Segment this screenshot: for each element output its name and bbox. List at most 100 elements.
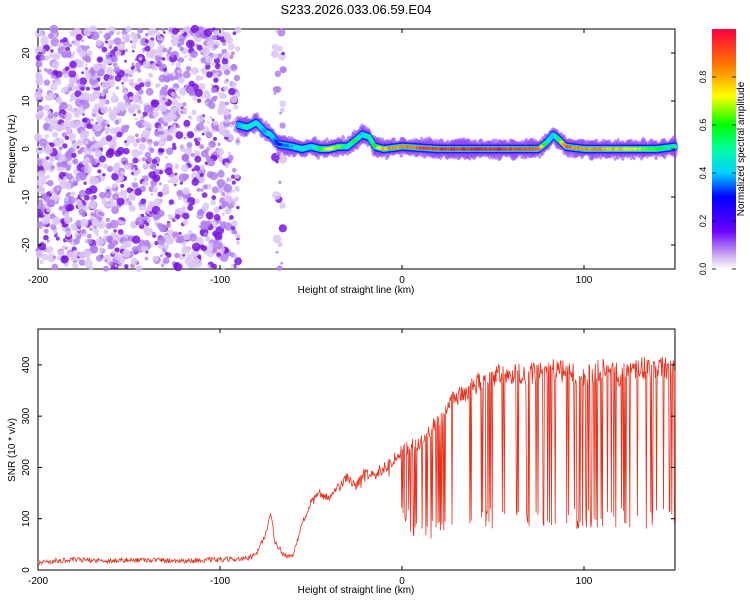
noise-dot	[133, 113, 136, 117]
noise-dot	[138, 99, 144, 105]
noise-dot	[271, 43, 278, 51]
noise-dot	[95, 237, 104, 247]
noise-dot	[89, 205, 93, 209]
noise-dot	[106, 124, 110, 128]
noise-dot	[43, 79, 51, 86]
noise-dot	[105, 120, 110, 125]
noise-dot	[198, 83, 206, 91]
noise-dot	[182, 187, 190, 195]
noise-dot	[124, 59, 127, 63]
noise-dot	[163, 128, 171, 136]
noise-dot	[82, 205, 88, 211]
noise-dot	[276, 265, 283, 271]
noise-dot	[112, 134, 118, 141]
noise-dot	[121, 82, 124, 85]
noise-dot	[176, 95, 181, 100]
noise-dot	[98, 155, 106, 163]
noise-dot	[232, 198, 237, 203]
noise-dot	[147, 138, 153, 145]
noise-dot	[222, 52, 231, 60]
noise-dot	[63, 176, 67, 180]
noise-dot	[111, 206, 119, 215]
noise-dot	[48, 33, 54, 39]
colorbar-tick-label: 0.8	[698, 71, 708, 84]
noise-dot	[165, 147, 174, 155]
noise-dot	[178, 57, 185, 63]
noise-dot	[151, 231, 156, 236]
noise-dot	[201, 245, 208, 252]
noise-dot	[220, 253, 229, 262]
colorbar-tick-label: 0.6	[698, 119, 708, 132]
noise-dot	[71, 191, 76, 196]
noise-dot	[270, 50, 279, 58]
noise-dot	[222, 129, 231, 138]
noise-dot	[40, 225, 44, 229]
noise-dot	[60, 122, 68, 131]
noise-dot	[211, 96, 217, 102]
noise-dot	[272, 234, 282, 244]
noise-dot	[183, 233, 191, 241]
noise-dot	[137, 109, 142, 114]
noise-dot	[123, 89, 127, 94]
snr-series-line	[37, 356, 676, 566]
noise-dot	[211, 195, 217, 201]
noise-dot	[161, 252, 165, 256]
noise-dot	[137, 27, 144, 34]
noise-dot	[279, 111, 282, 115]
noise-dot	[111, 173, 119, 181]
noise-dot	[92, 90, 101, 98]
noise-dot	[45, 181, 49, 185]
noise-dot	[104, 191, 112, 199]
noise-dot	[157, 138, 166, 147]
noise-dot	[174, 163, 179, 168]
noise-dot	[157, 223, 160, 227]
noise-dot	[78, 251, 86, 259]
noise-dot	[134, 188, 142, 196]
noise-dot	[85, 187, 93, 195]
noise-dot	[50, 224, 57, 231]
noise-dot	[137, 159, 141, 163]
noise-dot	[201, 192, 208, 199]
noise-dot	[209, 172, 218, 181]
noise-dot	[196, 125, 201, 130]
noise-dot	[46, 199, 56, 208]
noise-dot	[199, 164, 206, 171]
noise-dot	[93, 123, 103, 132]
colorbar-tick-label: 0.4	[698, 167, 708, 180]
noise-dot	[138, 206, 143, 211]
snr-line-layer	[37, 356, 676, 566]
noise-dot	[68, 70, 77, 78]
noise-dot	[75, 33, 83, 41]
noise-dot	[81, 71, 84, 75]
noise-dot	[65, 204, 73, 212]
noise-dot	[144, 45, 151, 52]
noise-dot	[65, 150, 74, 158]
noise-dot	[235, 240, 240, 245]
noise-dot	[37, 105, 44, 111]
noise-dot	[56, 41, 63, 48]
noise-dot	[84, 259, 93, 268]
noise-dot	[165, 99, 168, 102]
noise-dot	[69, 60, 77, 69]
noise-dot	[56, 256, 61, 261]
snr-y-axis-label: SNR (10 * v/v)	[7, 418, 18, 482]
noise-dot	[104, 130, 110, 135]
noise-dot	[217, 170, 225, 178]
noise-dot	[223, 183, 233, 193]
noise-dot	[208, 244, 212, 248]
noise-dot	[231, 264, 235, 268]
noise-dot	[92, 210, 95, 214]
noise-dot	[275, 160, 279, 164]
noise-dot	[141, 157, 146, 162]
noise-dot	[168, 110, 171, 113]
noise-dot	[159, 88, 168, 97]
noise-dot	[43, 68, 48, 72]
noise-dot	[191, 172, 200, 180]
noise-dot	[100, 92, 105, 97]
noise-dot	[91, 218, 100, 227]
noise-dot	[71, 40, 75, 44]
noise-dot	[177, 69, 181, 74]
y-tick-label: 300	[21, 407, 32, 424]
noise-dot	[182, 108, 188, 115]
